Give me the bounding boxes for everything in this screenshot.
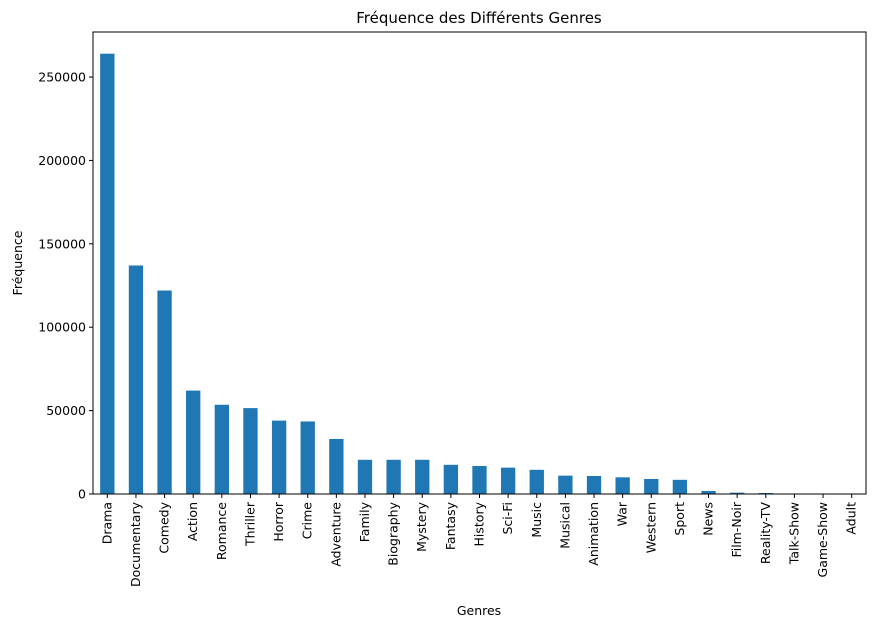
- x-tick-label: Adult: [844, 502, 859, 535]
- y-axis-ticks: 0 50000 100000 150000 200000 250000: [38, 70, 93, 502]
- y-tick-label: 200000: [38, 153, 86, 168]
- x-tick-label: News: [701, 502, 716, 536]
- bar-fantasy: [443, 464, 459, 494]
- bar-comedy: [157, 290, 172, 494]
- bar-family: [357, 459, 373, 494]
- chart-title: Fréquence des Différents Genres: [356, 9, 602, 27]
- bar-documentary: [128, 265, 144, 494]
- x-tick-label: Adventure: [328, 502, 343, 567]
- x-tick-label: Documentary: [128, 501, 143, 587]
- bar-adventure: [329, 438, 344, 494]
- bar-crime: [300, 421, 315, 494]
- bar-history: [472, 465, 487, 494]
- x-tick-label: Biography: [386, 501, 401, 565]
- bar-musical: [558, 475, 573, 494]
- x-tick-label: Action: [185, 502, 200, 541]
- bar-music: [529, 469, 544, 494]
- y-tick-label: 250000: [38, 70, 86, 85]
- y-axis-label: Fréquence: [10, 230, 25, 295]
- x-tick-label: Family: [357, 501, 372, 542]
- bar-horror: [271, 420, 287, 494]
- x-tick-label: Film-Noir: [729, 501, 744, 557]
- y-tick-label: 150000: [38, 236, 86, 251]
- bar-drama: [100, 53, 115, 494]
- x-axis-label: Genres: [457, 603, 501, 618]
- bar-sport: [672, 479, 688, 494]
- bar-romance: [214, 404, 229, 494]
- x-tick-label: Sport: [672, 502, 687, 536]
- x-tick-label: Thriller: [242, 501, 257, 547]
- x-tick-label: War: [615, 501, 630, 526]
- x-tick-label: Mystery: [414, 501, 429, 551]
- y-tick-label: 100000: [38, 320, 86, 335]
- bar-western: [644, 478, 659, 494]
- bar-action: [186, 390, 201, 494]
- bars-group: [100, 53, 859, 494]
- x-tick-label: Game-Show: [815, 502, 830, 577]
- y-tick-label: 50000: [46, 403, 86, 418]
- x-tick-label: Romance: [214, 502, 229, 560]
- y-tick-label: 0: [78, 487, 86, 502]
- bar-mystery: [415, 459, 430, 494]
- bar-war: [615, 477, 630, 494]
- bar-film-noir: [730, 492, 745, 494]
- x-tick-label: Fantasy: [443, 501, 458, 550]
- plot-frame: [92, 31, 867, 495]
- x-tick-label: Western: [643, 502, 658, 553]
- x-tick-label: Animation: [586, 502, 601, 566]
- x-tick-label: Drama: [99, 502, 114, 544]
- x-tick-label: Musical: [557, 502, 572, 549]
- x-tick-label: Music: [529, 502, 544, 538]
- x-tick-label: Crime: [300, 502, 315, 540]
- x-tick-label: Sci-Fi: [500, 502, 515, 535]
- x-tick-label: Horror: [271, 501, 286, 541]
- bar-sci-fi: [500, 467, 516, 494]
- x-tick-label: History: [472, 501, 487, 546]
- x-tick-label: Talk-Show: [786, 502, 801, 565]
- bar-news: [701, 490, 716, 494]
- bar-reality-tv: [758, 492, 773, 494]
- bar-thriller: [243, 408, 258, 494]
- x-tick-label: Reality-TV: [758, 502, 773, 564]
- x-tick-label: Comedy: [157, 501, 172, 553]
- x-axis-ticks: Drama Documentary Comedy Action Romance Thril…: [99, 494, 859, 587]
- bar-animation: [586, 475, 602, 494]
- bar-biography: [386, 459, 401, 494]
